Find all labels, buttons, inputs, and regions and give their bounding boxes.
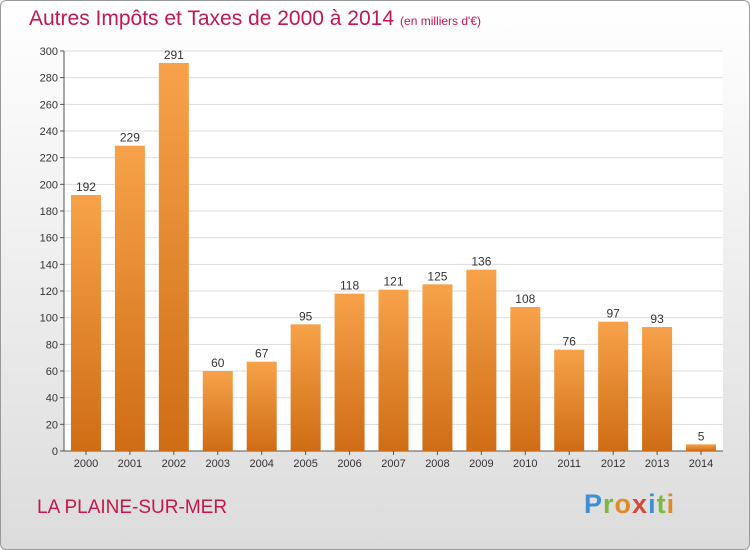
y-tick-label: 220 — [40, 153, 58, 165]
data-label: 60 — [211, 356, 225, 370]
bar — [202, 371, 233, 451]
data-label: 95 — [299, 309, 313, 323]
bar — [598, 321, 629, 451]
bar — [422, 284, 453, 451]
data-label: 291 — [164, 48, 184, 62]
data-label: 118 — [340, 279, 359, 293]
data-label: 229 — [120, 131, 140, 145]
bar — [510, 307, 541, 451]
logo-letter: r — [603, 489, 615, 519]
logo-letter: i — [666, 489, 676, 519]
data-label: 76 — [563, 335, 577, 349]
bar — [686, 444, 717, 451]
x-tick-label: 2008 — [425, 458, 449, 470]
x-tick-label: 2011 — [557, 458, 581, 470]
y-tick-label: 120 — [40, 286, 58, 298]
y-tick-label: 100 — [40, 313, 58, 325]
bar — [642, 327, 673, 451]
bar — [70, 195, 101, 451]
bar — [466, 269, 497, 451]
x-tick-label: 2005 — [293, 458, 317, 470]
y-tick-label: 40 — [46, 393, 58, 405]
logo-letter: P — [584, 489, 604, 519]
x-tick-label: 2010 — [513, 458, 537, 470]
data-label: 5 — [698, 429, 705, 443]
bar — [554, 349, 585, 451]
x-tick-label: 2006 — [337, 458, 361, 470]
bar — [290, 324, 321, 451]
data-label: 93 — [650, 312, 664, 326]
data-label: 192 — [76, 180, 96, 194]
x-tick-label: 2007 — [381, 458, 405, 470]
data-label: 121 — [383, 275, 403, 289]
chart-subtitle: (en milliers d'€) — [400, 14, 482, 28]
y-tick-label: 60 — [46, 366, 58, 378]
proxiti-logo: Proxiti — [584, 489, 675, 520]
x-tick-label: 2013 — [645, 458, 669, 470]
y-tick-label: 140 — [40, 259, 58, 271]
y-tick-label: 0 — [52, 446, 58, 458]
chart-title: Autres Impôts et Taxes de 2000 à 2014 (en… — [29, 7, 481, 31]
x-tick-label: 2002 — [162, 458, 186, 470]
y-tick-label: 80 — [46, 339, 58, 351]
y-tick-label: 160 — [40, 233, 58, 245]
x-tick-label: 2000 — [74, 458, 98, 470]
x-tick-label: 2009 — [469, 458, 493, 470]
logo-letter: x — [632, 489, 649, 519]
y-tick-label: 300 — [40, 46, 58, 58]
y-tick-label: 200 — [40, 179, 58, 191]
logo-letter: t — [656, 489, 667, 519]
x-tick-label: 2001 — [118, 458, 142, 470]
x-tick-label: 2014 — [689, 458, 713, 470]
logo-letter: i — [648, 489, 657, 519]
location-label: LA PLAINE-SUR-MER — [37, 497, 228, 518]
data-label: 136 — [471, 255, 491, 269]
y-tick-label: 180 — [40, 206, 58, 218]
bar — [158, 63, 189, 451]
x-tick-label: 2003 — [206, 458, 230, 470]
data-label: 67 — [255, 347, 269, 361]
y-tick-label: 240 — [40, 126, 58, 138]
y-tick-label: 280 — [40, 73, 58, 85]
y-tick-label: 260 — [40, 99, 58, 111]
logo-letter: o — [614, 489, 633, 519]
chart-title-text: Autres Impôts et Taxes de 2000 à 2014 — [29, 7, 395, 30]
x-tick-label: 2012 — [601, 458, 625, 470]
data-label: 108 — [515, 292, 535, 306]
bar — [114, 145, 145, 451]
bar — [334, 293, 365, 451]
data-label: 97 — [606, 307, 620, 321]
y-tick-label: 20 — [46, 419, 58, 431]
bar — [246, 361, 277, 451]
x-tick-label: 2004 — [249, 458, 273, 470]
bar — [378, 289, 409, 451]
data-label: 125 — [427, 269, 447, 283]
